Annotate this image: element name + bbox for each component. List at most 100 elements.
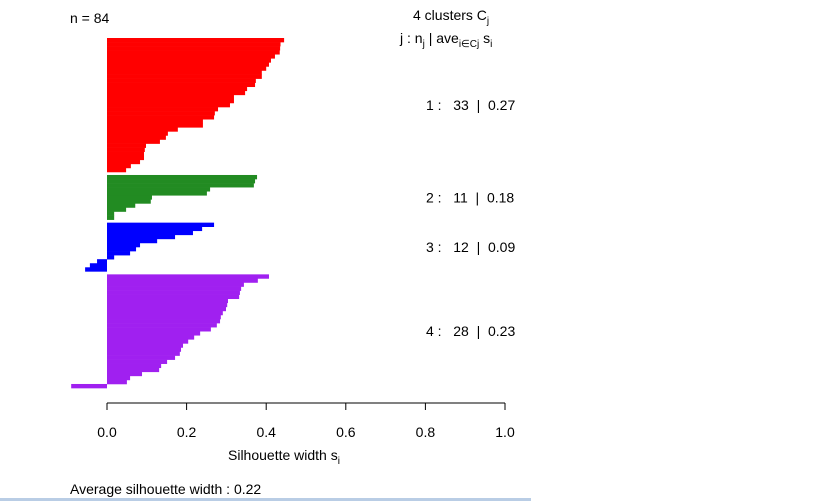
silhouette-bar-cluster-1 [107, 111, 215, 116]
silhouette-bar-cluster-3 [107, 247, 137, 252]
silhouette-bar-cluster-1 [107, 70, 262, 75]
silhouette-bar-cluster-4 [107, 294, 240, 300]
silhouette-bar-cluster-1 [107, 86, 248, 92]
x-tick-label: 1.0 [495, 424, 515, 440]
silhouette-bar-cluster-4 [107, 331, 201, 336]
silhouette-bar-cluster-3 [107, 255, 115, 260]
silhouette-bar-cluster-1 [107, 143, 147, 148]
silhouette-bar-cluster-1 [107, 123, 203, 128]
silhouette-bar-cluster-1 [107, 163, 131, 169]
cluster-labels: 1 : 33 | 0.27 2 : 11 | 0.18 3 : 12 | 0.09 4… [426, 97, 515, 339]
silhouette-bar-cluster-1 [107, 127, 178, 132]
silhouette-bar-cluster-2 [107, 191, 207, 196]
silhouette-bar-cluster-4 [107, 286, 242, 291]
legend-subheader: j : nj | avei∈Cj si [399, 30, 492, 50]
silhouette-bar-cluster-1 [107, 159, 141, 165]
silhouette-bar-cluster-4 [107, 335, 195, 340]
silhouette-bar-cluster-3 [85, 267, 107, 272]
x-tick-label: 0.8 [416, 424, 436, 440]
silhouette-bar-cluster-1 [107, 151, 145, 157]
silhouette-bar-cluster-1 [107, 98, 234, 104]
x-axis-label: Silhouette width si [228, 447, 340, 467]
silhouette-bar-cluster-3 [107, 230, 193, 236]
average-silhouette-width: Average silhouette width : 0.22 [70, 481, 261, 497]
silhouette-bar-cluster-4 [107, 375, 131, 381]
silhouette-bar-cluster-2 [107, 179, 256, 184]
silhouette-bar-cluster-1 [107, 62, 269, 67]
x-tick-label: 0.4 [256, 424, 276, 440]
silhouette-bar-cluster-3 [107, 222, 215, 227]
silhouette-bar-cluster-1 [107, 155, 145, 161]
silhouette-bar-cluster-4 [107, 355, 176, 360]
silhouette-bar-cluster-2 [107, 207, 127, 212]
cluster-label-2: 2 : 11 | 0.18 [426, 189, 514, 205]
silhouette-bar-cluster-1 [107, 167, 127, 173]
x-tick-label: 0.6 [336, 424, 356, 440]
silhouette-bar-cluster-4 [107, 278, 258, 283]
silhouette-bar-cluster-1 [107, 54, 275, 59]
silhouette-bar-cluster-4 [107, 379, 127, 385]
cluster-label-3: 3 : 12 | 0.09 [426, 239, 515, 255]
silhouette-bar-cluster-1 [107, 115, 215, 120]
silhouette-bar-cluster-4 [107, 347, 182, 352]
x-tick-label: 0.2 [177, 424, 197, 440]
silhouette-bar-cluster-2 [107, 183, 254, 188]
silhouette-bar-cluster-1 [107, 82, 256, 88]
silhouette-bar-cluster-4 [107, 298, 228, 304]
silhouette-bar-cluster-3 [107, 251, 131, 256]
silhouette-bar-cluster-2 [107, 199, 151, 204]
silhouette-bar-cluster-1 [107, 66, 267, 71]
silhouette-bar-cluster-1 [107, 94, 234, 100]
bottom-border [0, 498, 531, 501]
silhouette-bar-cluster-1 [107, 38, 285, 43]
silhouette-bar-cluster-1 [107, 135, 166, 140]
silhouette-bar-cluster-4 [107, 314, 221, 320]
silhouette-bar-cluster-4 [107, 367, 160, 373]
n-label: n = 84 [70, 10, 110, 26]
silhouette-bar-cluster-1 [107, 78, 256, 83]
silhouette-bar-cluster-4 [107, 327, 211, 332]
silhouette-bar-cluster-2 [107, 211, 115, 216]
cluster-label-1: 1 : 33 | 0.27 [426, 97, 515, 113]
silhouette-bar-cluster-1 [107, 50, 280, 55]
silhouette-bar-cluster-3 [107, 234, 176, 240]
silhouette-bar-cluster-4 [107, 323, 217, 328]
silhouette-bar-cluster-1 [107, 131, 168, 136]
bars-group [71, 38, 285, 389]
silhouette-bar-cluster-1 [107, 119, 203, 124]
silhouette-bar-cluster-1 [107, 42, 281, 47]
silhouette-bar-cluster-4 [107, 290, 240, 295]
silhouette-bar-cluster-2 [107, 215, 115, 220]
legend-header: 4 clusters Cj [413, 7, 489, 27]
silhouette-bar-cluster-4 [107, 306, 227, 312]
silhouette-bar-cluster-1 [107, 46, 281, 51]
silhouette-bar-cluster-4 [107, 343, 184, 348]
silhouette-bar-cluster-4 [107, 359, 168, 364]
x-axis: 0.0 0.2 0.4 0.6 0.8 1.0 [97, 402, 515, 440]
silhouette-bar-cluster-4 [107, 310, 223, 316]
silhouette-bar-cluster-2 [107, 195, 152, 200]
cluster-label-4: 4 : 28 | 0.23 [426, 323, 515, 339]
silhouette-bar-cluster-1 [107, 147, 145, 152]
silhouette-bar-cluster-2 [107, 174, 258, 180]
silhouette-bar-cluster-2 [107, 187, 211, 192]
silhouette-bar-cluster-3 [107, 242, 141, 248]
silhouette-bar-cluster-4 [107, 363, 162, 369]
silhouette-bar-cluster-4 [107, 274, 269, 279]
silhouette-bar-cluster-4 [71, 383, 107, 389]
silhouette-bar-cluster-1 [107, 74, 262, 79]
silhouette-bar-cluster-3 [97, 259, 107, 264]
silhouette-bar-cluster-4 [107, 339, 189, 344]
silhouette-bar-cluster-3 [107, 238, 158, 244]
silhouette-bar-cluster-3 [107, 226, 203, 232]
silhouette-bar-cluster-1 [107, 90, 246, 96]
x-tick-label: 0.0 [97, 424, 117, 440]
silhouette-bar-cluster-3 [89, 263, 107, 268]
silhouette-bar-cluster-1 [107, 58, 271, 63]
silhouette-bar-cluster-4 [107, 282, 244, 287]
silhouette-bar-cluster-4 [107, 319, 221, 324]
silhouette-bar-cluster-4 [107, 302, 228, 308]
silhouette-bar-cluster-4 [107, 351, 180, 356]
silhouette-bar-cluster-4 [107, 371, 143, 377]
